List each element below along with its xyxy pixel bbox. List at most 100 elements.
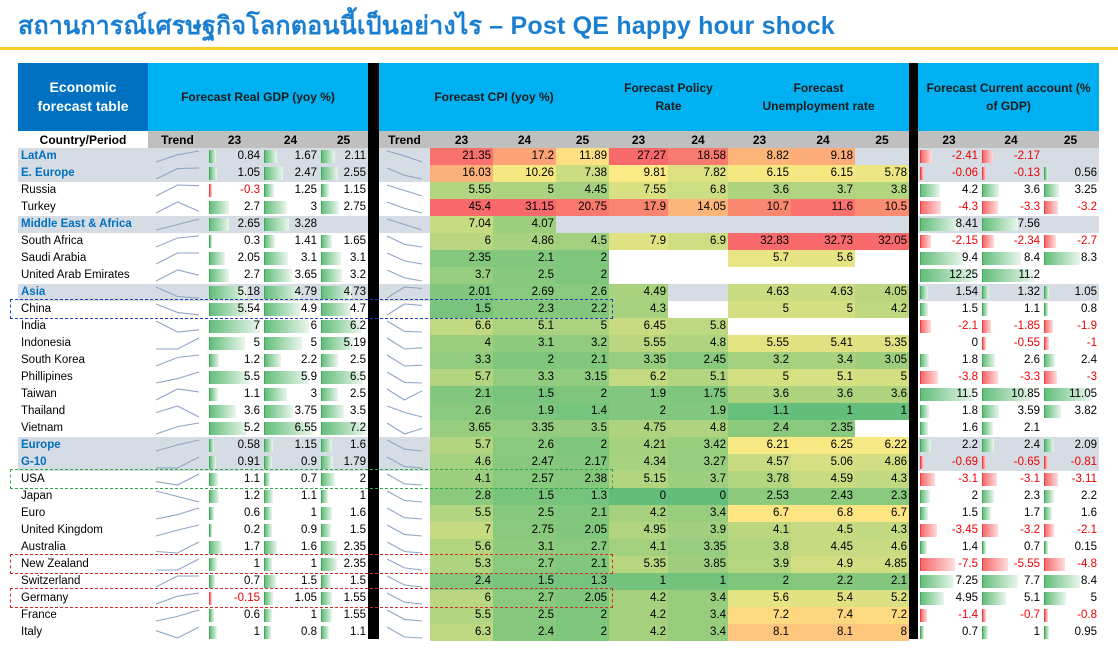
ca-value-text: -2.1	[1077, 524, 1097, 536]
cpi-trend-cell	[379, 386, 430, 403]
cpi-value-23: 2.4	[430, 573, 493, 590]
ca-data-bar	[920, 150, 933, 163]
cpi-value-23: 3.65	[430, 420, 493, 437]
country-name: Taiwan	[18, 386, 148, 403]
ca-data-bar	[982, 167, 986, 180]
trend-sparkline	[386, 456, 423, 469]
policy-value-23: 4.2	[609, 607, 668, 624]
gdp-data-bar	[321, 303, 352, 316]
gdp-value-25: 2.55	[319, 165, 368, 182]
cpi-value-24: 5.1	[493, 318, 556, 335]
unemp-value-23: 5.55	[728, 335, 791, 352]
gdp-value-text: 1.7	[244, 541, 260, 553]
gdp-value-24: 1.15	[262, 437, 319, 454]
gdp-data-bar	[321, 388, 338, 401]
cpi-value-23: 6	[430, 233, 493, 250]
gdp-data-bar	[264, 575, 277, 588]
gdp-value-text: 0.8	[301, 626, 317, 638]
country-name: G-10	[18, 454, 148, 471]
cpi-trend-cell	[379, 607, 430, 624]
gdp-data-bar	[209, 150, 216, 163]
cpi-trend-cell	[379, 250, 430, 267]
ca-value-text: 0.95	[1074, 626, 1097, 638]
gdp-value-text: 5.19	[343, 337, 366, 349]
gdp-value-24: 0.8	[262, 624, 319, 641]
gdp-value-25: 2.5	[319, 386, 368, 403]
gdp-value-text: 0.6	[244, 609, 260, 621]
gdp-value-25: 1.55	[319, 590, 368, 607]
gdp-value-25: 6.2	[319, 318, 368, 335]
unemp-value-23: 3.2	[728, 352, 791, 369]
ca-data-bar	[982, 388, 1033, 401]
unemp-value-24: 6.25	[791, 437, 855, 454]
cpi-value-23: 5.7	[430, 437, 493, 454]
unemp-value-24: 5.1	[791, 369, 855, 386]
unemp-value-23: 3.9	[728, 556, 791, 573]
ca-data-bar	[1044, 592, 1066, 605]
ca-value-24: 3.6	[980, 182, 1042, 199]
ca-value-24: 5.1	[980, 590, 1042, 607]
cpi-value-23: 5.6	[430, 539, 493, 556]
country-name: Asia	[18, 284, 148, 301]
cpi-value-25: 3.2	[556, 335, 609, 352]
table-row: Australia 1.7 1.6 2.35 5.6 3.1 2.7 4.1 3.35 3.8 4.…	[18, 539, 1099, 556]
gdp-value-text: 2.7	[244, 201, 260, 213]
gdp-value-text: 1	[359, 490, 366, 502]
cpi-value-24: 1.9	[493, 403, 556, 420]
country-name: Italy	[18, 624, 148, 641]
policy-value-24: 4.8	[668, 420, 728, 437]
gdp-data-bar	[264, 320, 310, 333]
subheader-gdp-24: 24	[262, 131, 319, 148]
country-name: USA	[18, 471, 148, 488]
cpi-value-25: 2.1	[556, 556, 609, 573]
cpi-value-24: 2.1	[493, 250, 556, 267]
cpi-value-24: 3.1	[493, 539, 556, 556]
cpi-value-25	[556, 216, 609, 233]
gdp-value-25: 7.2	[319, 420, 368, 437]
ca-data-bar	[920, 235, 931, 248]
ca-value-24: 1.7	[980, 505, 1042, 522]
cpi-value-23: 2.6	[430, 403, 493, 420]
table-row: G-10 0.91 0.9 1.79 4.6 2.47 2.17 4.34 3.27 4.57 5.…	[18, 454, 1099, 471]
cpi-value-23: 5.3	[430, 556, 493, 573]
ca-data-bar	[1044, 286, 1050, 299]
ca-value-text: 2.4	[1024, 439, 1040, 451]
gdp-value-23: 7	[207, 318, 262, 335]
ca-value-text: 1.5	[962, 507, 978, 519]
country-name: Phillipines	[18, 369, 148, 386]
ca-value-text: 0.15	[1074, 541, 1097, 553]
ca-data-bar	[982, 252, 1022, 265]
subheader-unemp-24: 24	[791, 131, 855, 148]
gdp-data-bar	[209, 541, 223, 554]
ca-data-bar	[1044, 609, 1049, 622]
gdp-value-25: 3.1	[319, 250, 368, 267]
unemp-value-24: 11.6	[791, 199, 855, 216]
ca-value-text: 11.2	[1018, 269, 1040, 281]
cpi-value-25: 1.4	[556, 403, 609, 420]
subheader-ca-24: 24	[980, 131, 1042, 148]
gdp-value-text: 1	[310, 507, 317, 519]
cpi-value-23: 45.4	[430, 199, 493, 216]
policy-value-23: 7.9	[609, 233, 668, 250]
cpi-value-25: 5	[556, 318, 609, 335]
cpi-value-24: 2.7	[493, 590, 556, 607]
ca-value-23: 4.2	[918, 182, 980, 199]
cpi-value-24: 2.75	[493, 522, 556, 539]
cpi-value-23: 5.7	[430, 369, 493, 386]
unemp-value-25: 4.85	[855, 556, 909, 573]
ca-value-text: -2.7	[1077, 235, 1097, 247]
table-row: Germany -0.15 1.05 1.55 6 2.7 2.05 4.2 3.4 5.6 5.4…	[18, 590, 1099, 607]
gdp-value-23: 1.1	[207, 386, 262, 403]
ca-value-text: 0.56	[1074, 167, 1097, 179]
cpi-trend-cell	[379, 233, 430, 250]
gdp-value-24: 1.41	[262, 233, 319, 250]
policy-value-23: 4.2	[609, 505, 668, 522]
gdp-value-text: 1.1	[350, 626, 366, 638]
ca-data-bar	[982, 439, 994, 452]
policy-value-24: 1.9	[668, 403, 728, 420]
unemp-value-24: 1	[791, 403, 855, 420]
ca-data-bar	[920, 354, 930, 367]
ca-value-25: 0.8	[1042, 301, 1099, 318]
ca-data-bar	[920, 558, 956, 571]
ca-value-24: -3.3	[980, 199, 1042, 216]
